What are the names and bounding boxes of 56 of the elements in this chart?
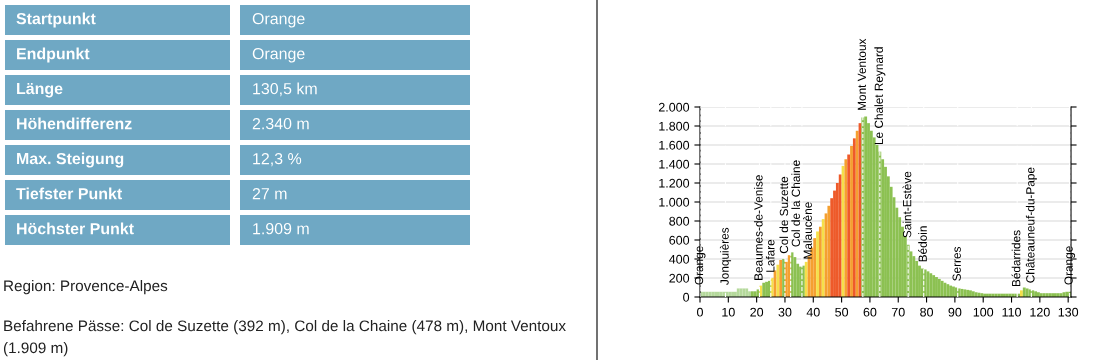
ref-line-label: Le Chalet Reynard <box>874 47 886 145</box>
x-tick-label: 80 <box>920 307 934 317</box>
x-tick-label: 30 <box>778 307 792 317</box>
y-tick-label: 800 <box>669 216 690 226</box>
ref-line-label: Malaucène <box>803 202 812 259</box>
text: 27 m <box>252 187 287 200</box>
x-tick-label: 60 <box>863 307 877 317</box>
x-tick-label: 70 <box>891 307 905 317</box>
ref-line-label: Jonquières <box>719 227 732 285</box>
x-tick-label: 100 <box>973 307 994 317</box>
y-tick-label: 1.400 <box>659 159 690 169</box>
category-label: Max. Steigung <box>17 152 124 168</box>
x-tick-label: 50 <box>835 307 849 317</box>
category-label: Startpunkt <box>16 12 96 28</box>
y-tick-label: 1.800 <box>659 121 690 131</box>
text: Region: Provence-Alpes <box>4 280 168 295</box>
ref-line-label: Bédoin <box>918 226 927 262</box>
ref-line-label: Orange <box>694 246 706 285</box>
category-label: Endpunkt <box>17 47 90 63</box>
y-tick-label: 200 <box>669 273 690 283</box>
x-tick-label: 90 <box>948 307 962 317</box>
y-tick-label: 400 <box>669 254 690 264</box>
x-tick-label: 10 <box>722 307 735 317</box>
category-label: Höhendifferenz <box>17 117 132 130</box>
ref-line-label: Beaumes-de-Venise <box>753 175 763 280</box>
y-tick-label: 1.000 <box>659 197 690 207</box>
text: Befahrene Pässe: Col de Suzette (392 m), Col de la Chaine (478 m), Mont Ventoux (1.909 m) <box>3 320 566 357</box>
ref-line-label: Lafare <box>765 239 775 272</box>
y-tick-label: 0 <box>683 292 690 302</box>
x-tick-label: 120 <box>1030 307 1050 317</box>
category-label: Länge <box>17 83 63 98</box>
text: 12,3 % <box>253 152 302 167</box>
ref-line-label: Saint-Estève <box>902 171 912 238</box>
ref-line-label: Châteauneuf-du-Pape <box>1025 167 1037 283</box>
ref-line-label: Serres <box>952 246 961 281</box>
ref-line-label: Mont Ventoux <box>857 38 867 110</box>
y-tick-label: 2.000 <box>658 102 690 112</box>
text: 130,5 km <box>253 82 317 97</box>
text: Orange <box>252 47 305 63</box>
y-tick-label: 1.600 <box>659 140 690 150</box>
text: 2.340 m <box>252 117 309 130</box>
ref-line-label: Bédarrides <box>1011 230 1021 287</box>
ref-line-label: Col de la Chaine <box>791 160 801 247</box>
y-tick-label: 600 <box>669 235 690 245</box>
x-tick-label: 0 <box>697 307 703 317</box>
x-tick-label: 110 <box>1002 307 1022 317</box>
x-tick-label: 130 <box>1058 307 1079 317</box>
x-tick-label: 20 <box>750 307 764 317</box>
y-tick-label: 1.200 <box>659 178 690 188</box>
text: Orange <box>252 12 305 28</box>
category-label: Höchster Punkt <box>17 222 134 235</box>
ref-line-label: Col de Suzette <box>779 176 789 254</box>
x-tick-label: 40 <box>806 307 820 317</box>
text: 1.909 m <box>253 222 309 235</box>
category-label: Tiefster Punkt <box>16 187 123 200</box>
ref-line-label: Orange <box>1064 246 1076 285</box>
